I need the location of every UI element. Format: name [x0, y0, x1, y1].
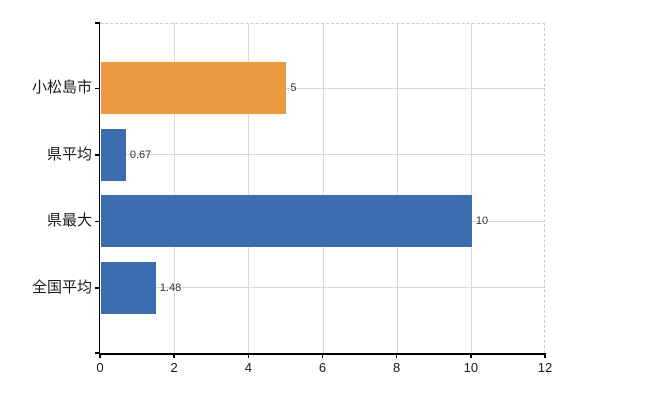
category-label: 県平均: [46, 145, 92, 163]
x-axis-tick: [321, 353, 324, 358]
x-tick-label: 0: [96, 360, 104, 375]
y-axis-end-tick: [95, 22, 100, 24]
bar-value-label: 10: [475, 215, 489, 228]
horizontal-gridline: [100, 154, 545, 156]
category-label: 県最大: [46, 212, 92, 230]
x-axis-tick: [173, 353, 175, 358]
x-tick-label: 10: [463, 360, 479, 375]
x-axis-tick: [395, 353, 398, 358]
bar: [101, 195, 472, 248]
category-label: 小松島市: [31, 79, 92, 97]
y-axis-tick: [95, 154, 100, 156]
category-label: 全国平均: [31, 278, 92, 296]
vertical-gridline: [248, 23, 250, 353]
bar: [101, 62, 287, 115]
bar-value-label: 5: [290, 82, 297, 95]
horizontal-gridline: [100, 87, 545, 89]
bar-value-label: 1.48: [159, 281, 182, 294]
x-axis-tick: [247, 353, 250, 358]
x-tick-label: 12: [537, 360, 553, 375]
x-axis-tick: [99, 353, 101, 358]
bar-value-label: 0.67: [129, 148, 152, 161]
vertical-gridline: [470, 23, 472, 353]
y-axis-tick: [95, 87, 100, 89]
vertical-gridline: [174, 23, 176, 353]
horizontal-gridline: [100, 287, 545, 289]
vertical-gridline: [396, 23, 398, 353]
x-tick-label: 2: [170, 360, 178, 375]
y-axis-line: [98, 23, 100, 355]
x-axis-tick: [470, 353, 472, 358]
y-axis-tick: [95, 220, 100, 222]
x-tick-label: 4: [244, 360, 252, 375]
x-axis-tick: [544, 353, 546, 358]
bar: [101, 128, 126, 181]
y-axis-tick: [95, 287, 100, 289]
y-axis-end-tick: [95, 352, 100, 354]
vertical-gridline: [322, 23, 324, 353]
x-tick-label: 6: [318, 360, 327, 375]
x-tick-label: 8: [393, 360, 401, 375]
bar: [101, 261, 156, 314]
